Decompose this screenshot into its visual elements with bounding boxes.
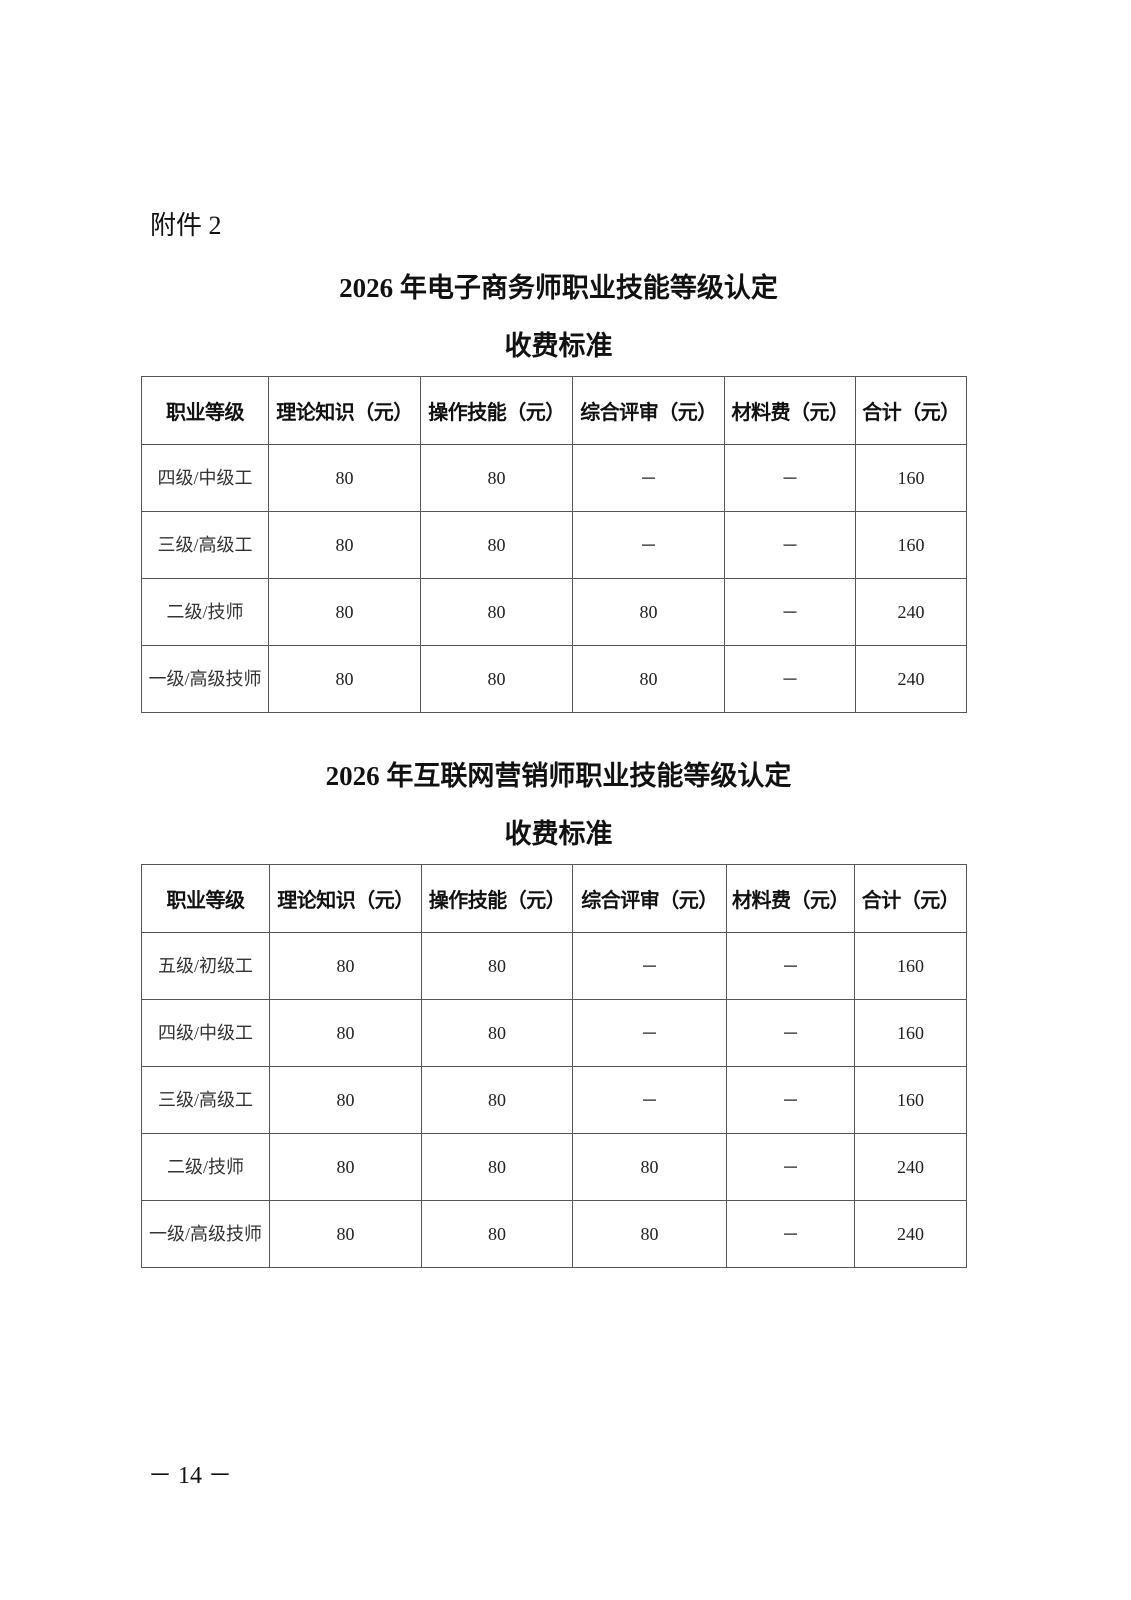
table-row: 二级/技师 80 80 80 － 240 <box>141 1133 967 1201</box>
fee-cell: － <box>572 1066 727 1134</box>
level-cell: 三级/高级工 <box>141 1066 270 1134</box>
attachment-label: 附件 2 <box>150 211 222 240</box>
fee-cell: 80 <box>269 1200 422 1268</box>
column-header: 操作技能（元） <box>421 864 573 933</box>
level-cell: 四级/中级工 <box>141 444 269 512</box>
column-header: 综合评审（元） <box>572 864 727 933</box>
fee-cell: 80 <box>572 1200 727 1268</box>
fee-cell: 80 <box>420 578 573 646</box>
fee-cell: 80 <box>268 444 421 512</box>
column-header: 理论知识（元） <box>269 864 422 933</box>
fee-cell: 80 <box>421 1133 573 1201</box>
fee-cell: － <box>726 1066 855 1134</box>
level-cell: 二级/技师 <box>141 1133 270 1201</box>
fee-cell: － <box>726 1200 855 1268</box>
fee-cell: 80 <box>420 444 573 512</box>
fee-cell: － <box>724 444 856 512</box>
fee-cell: 80 <box>572 1133 727 1201</box>
page-number: － 14 － <box>148 1463 232 1489</box>
level-cell: 四级/中级工 <box>141 999 270 1067</box>
fee-cell: － <box>726 932 855 1000</box>
table1-title: 2026 年电子商务师职业技能等级认定 <box>339 273 778 303</box>
header-row: 职业等级 理论知识（元） 操作技能（元） 综合评审（元） 材料费（元） 合计（元） <box>141 376 967 445</box>
column-header: 材料费（元） <box>726 864 855 933</box>
fee-cell: 80 <box>268 645 421 713</box>
fee-cell: 80 <box>421 999 573 1067</box>
table2-subtitle: 收费标准 <box>504 819 613 849</box>
level-cell: 一级/高级技师 <box>141 1200 270 1268</box>
fee-cell: － <box>726 1133 855 1201</box>
fee-cell: 240 <box>855 645 967 713</box>
fee-cell: － <box>572 511 725 579</box>
fee-cell: 160 <box>854 932 967 1000</box>
fee-table-ecommerce: 职业等级 理论知识（元） 操作技能（元） 综合评审（元） 材料费（元） 合计（元） 四级/中… <box>141 376 967 713</box>
fee-cell: － <box>724 578 856 646</box>
table-row: 三级/高级工 80 80 －－ 160 <box>141 511 967 579</box>
fee-cell: 80 <box>572 645 725 713</box>
fee-cell: 160 <box>854 999 967 1067</box>
fee-cell: － <box>572 999 727 1067</box>
column-header: 操作技能（元） <box>420 376 573 445</box>
fee-cell: 160 <box>855 511 967 579</box>
fee-cell: 80 <box>269 999 422 1067</box>
fee-cell: 80 <box>421 1066 573 1134</box>
level-cell: 三级/高级工 <box>141 511 269 579</box>
fee-cell: 80 <box>421 932 573 1000</box>
table-row: 四级/中级工 80 80 －－ 160 <box>141 444 967 512</box>
table-row: 一级/高级技师 80 80 80 － 240 <box>141 645 967 713</box>
fee-cell: 80 <box>572 578 725 646</box>
fee-cell: － <box>572 932 727 1000</box>
table-row: 三级/高级工 80 80 －－ 160 <box>141 1066 967 1134</box>
fee-cell: － <box>572 444 725 512</box>
fee-cell: － <box>724 645 856 713</box>
table-row: 五级/初级工 80 80 －－ 160 <box>141 932 967 1000</box>
level-cell: 二级/技师 <box>141 578 269 646</box>
table-row: 二级/技师 80 80 80 － 240 <box>141 578 967 646</box>
fee-cell: 240 <box>854 1133 967 1201</box>
fee-cell: 80 <box>420 511 573 579</box>
header-row: 职业等级 理论知识（元） 操作技能（元） 综合评审（元） 材料费（元） 合计（元） <box>141 864 967 933</box>
fee-cell: － <box>726 999 855 1067</box>
fee-cell: 80 <box>420 645 573 713</box>
level-cell: 一级/高级技师 <box>141 645 269 713</box>
column-header: 职业等级 <box>141 864 270 933</box>
fee-cell: － <box>724 511 856 579</box>
fee-cell: 80 <box>269 932 422 1000</box>
fee-cell: 240 <box>854 1200 967 1268</box>
table2-title: 2026 年互联网营销师职业技能等级认定 <box>325 761 792 791</box>
column-header: 材料费（元） <box>724 376 856 445</box>
table-row: 一级/高级技师 80 80 80 － 240 <box>141 1200 967 1268</box>
fee-cell: 80 <box>421 1200 573 1268</box>
column-header: 职业等级 <box>141 376 269 445</box>
column-header: 综合评审（元） <box>572 376 725 445</box>
column-header: 合计（元） <box>854 864 967 933</box>
fee-cell: 240 <box>855 578 967 646</box>
fee-table-internet-marketing: 职业等级 理论知识（元） 操作技能（元） 综合评审（元） 材料费（元） 合计（元） 五级/初… <box>141 864 967 1268</box>
fee-cell: 80 <box>269 1133 422 1201</box>
fee-cell: 160 <box>854 1066 967 1134</box>
table1-subtitle: 收费标准 <box>504 331 613 361</box>
column-header: 理论知识（元） <box>268 376 421 445</box>
column-header: 合计（元） <box>855 376 967 445</box>
level-cell: 五级/初级工 <box>141 932 270 1000</box>
fee-cell: 80 <box>268 511 421 579</box>
table-row: 四级/中级工 80 80 －－ 160 <box>141 999 967 1067</box>
fee-cell: 80 <box>269 1066 422 1134</box>
fee-cell: 160 <box>855 444 967 512</box>
fee-cell: 80 <box>268 578 421 646</box>
